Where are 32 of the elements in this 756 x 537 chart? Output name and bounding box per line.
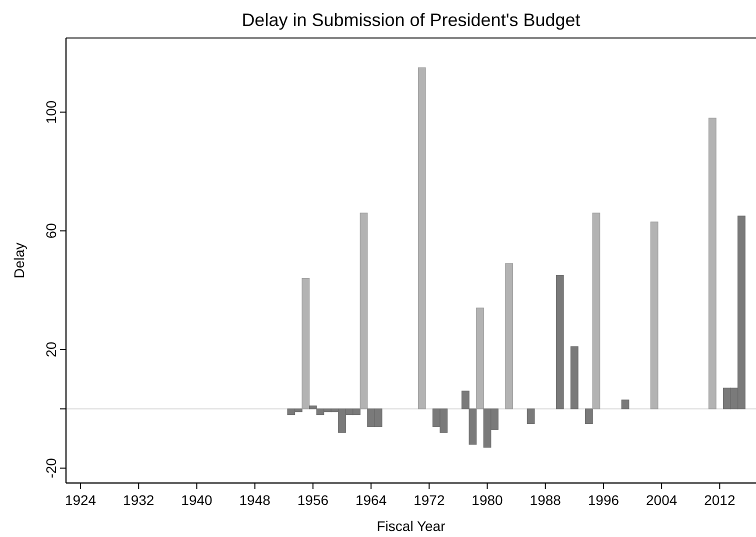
bar [360,212,368,410]
x-axis-title: Fiscal Year [376,518,446,534]
x-tick-label: 1924 [64,492,96,508]
chart-title: Delay in Submission of President's Budget [242,10,580,30]
bar [476,308,484,410]
y-tick-label: 60 [43,222,59,239]
x-tick-label: 1996 [588,492,620,508]
bar [505,263,513,410]
x-tick-label: 2012 [704,492,736,508]
y-tick-label: 20 [43,342,59,358]
bar [570,346,578,410]
x-tick-label: 1940 [181,492,213,508]
x-tick-label: 1988 [530,492,562,508]
x-tick-label: 1972 [414,492,445,508]
bar [556,275,564,410]
x-tick-label: 1932 [123,492,154,508]
y-tick-label: 100 [43,100,59,124]
bar [526,408,535,424]
bar [418,67,426,410]
y-axis-title: Delay [11,242,27,278]
bar [585,408,593,424]
x-tick-label: 1956 [297,492,329,508]
x-tick-label: 1948 [239,492,271,508]
x-tick-label: 2004 [646,492,678,508]
bar [650,222,658,410]
x-tick-label: 1964 [355,492,387,508]
bar [708,118,716,410]
x-tick-label: 1980 [472,492,504,508]
y-tick-label: -20 [43,458,59,478]
bar [302,278,310,410]
bar [621,400,630,410]
bar [592,212,600,410]
